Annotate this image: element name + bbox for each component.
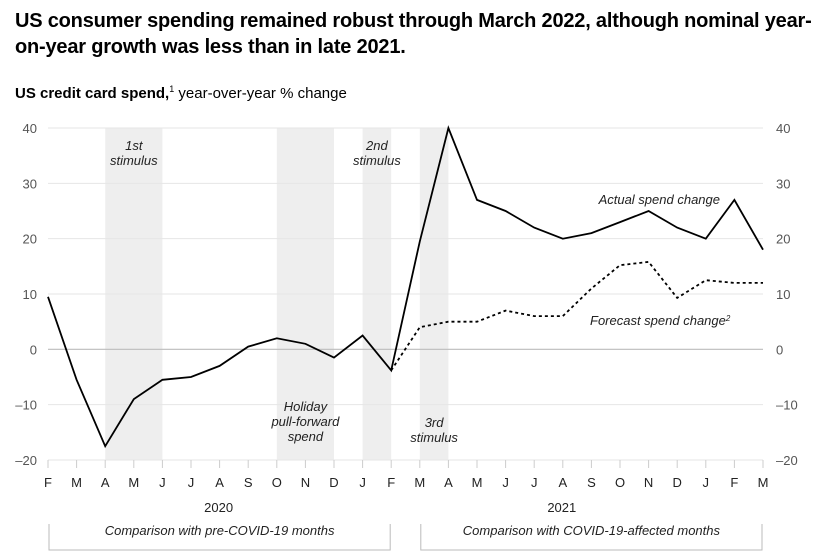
y-tick-label-left: 0	[30, 342, 37, 357]
x-tick-label: M	[128, 475, 139, 490]
forecast-footnote-marker: 2	[725, 314, 731, 323]
y-tick-label-right: 0	[776, 342, 783, 357]
gridlines	[48, 127, 763, 461]
period-annotation: stimulus	[110, 153, 158, 168]
chart-title: US consumer spending remained robust thr…	[15, 10, 812, 58]
period-brackets: Comparison with pre-COVID-19 months Compa…	[48, 523, 763, 551]
x-tick-label: M	[758, 475, 769, 490]
x-tick-label: J	[502, 475, 509, 490]
y-tick-label-left: 30	[23, 176, 37, 191]
period-annotation: Holiday	[284, 399, 329, 414]
y-tick-label-left: –20	[15, 453, 37, 468]
x-tick-label: A	[444, 475, 453, 490]
subtitle-bold: US credit card spend,	[15, 85, 170, 102]
y-tick-label-right: –20	[776, 453, 798, 468]
x-tick-label: A	[101, 475, 110, 490]
year-label: 2020	[204, 500, 233, 515]
period-annotation: 1st	[125, 138, 144, 153]
period-annotation: stimulus	[353, 153, 401, 168]
x-tick-label: A	[215, 475, 224, 490]
bracket-label: Comparison with pre-COVID-19 months	[105, 523, 335, 538]
bracket-line	[420, 524, 763, 551]
period-annotation: spend	[288, 429, 324, 444]
x-axis-ticks	[47, 460, 764, 468]
x-tick-label: D	[673, 475, 682, 490]
y-tick-label-left: 20	[23, 232, 37, 247]
year-label: 2021	[547, 500, 576, 515]
annotations: 1ststimulusHolidaypull-forwardspend2ndst…	[110, 138, 731, 445]
x-tick-label: A	[558, 475, 567, 490]
forecast-series-label: Forecast spend change2	[590, 313, 731, 328]
x-tick-label: J	[531, 475, 538, 490]
x-tick-label: J	[359, 475, 366, 490]
y-tick-label-right: 10	[776, 287, 790, 302]
period-annotation: pull-forward	[270, 414, 340, 429]
x-tick-label: J	[159, 475, 166, 490]
x-tick-label: S	[244, 475, 253, 490]
x-tick-label: M	[71, 475, 82, 490]
x-tick-label: J	[703, 475, 710, 490]
x-tick-label: M	[414, 475, 425, 490]
footnote-marker: 1	[169, 84, 175, 94]
y-tick-label-right: 30	[776, 176, 790, 191]
period-annotation: 3rd	[425, 415, 445, 430]
subtitle-rest: year-over-year % change	[174, 85, 347, 102]
y-tick-label-right: –10	[776, 398, 798, 413]
forecast-spend-line	[390, 260, 763, 371]
bracket-label: Comparison with COVID-19-affected months	[463, 523, 721, 538]
x-tick-label: M	[472, 475, 483, 490]
y-tick-label-left: 40	[23, 121, 37, 136]
y-axis-labels: 40 40 30 30 20 20 10 10 0 0 –10 –10 –20 –20	[15, 121, 797, 468]
x-tick-label: O	[615, 475, 625, 490]
y-tick-label-right: 40	[776, 121, 790, 136]
y-tick-label-left: 10	[23, 287, 37, 302]
chart-subtitle: US credit card spend,1 year-over-year % …	[15, 79, 347, 104]
actual-spend-line	[47, 125, 764, 449]
x-tick-label: F	[730, 475, 738, 490]
period-annotation: stimulus	[410, 430, 458, 445]
y-tick-label-right: 20	[776, 232, 790, 247]
y-tick-label-left: –10	[15, 398, 37, 413]
x-tick-label: D	[329, 475, 338, 490]
period-annotation: 2nd	[365, 138, 388, 153]
series-lines	[47, 125, 764, 449]
x-tick-label: J	[188, 475, 195, 490]
x-tick-label: F	[387, 475, 395, 490]
bracket-line	[48, 524, 391, 551]
x-tick-label: S	[587, 475, 596, 490]
x-tick-label: N	[644, 475, 653, 490]
actual-series-label: Actual spend change	[598, 192, 720, 207]
x-tick-label: O	[272, 475, 282, 490]
x-tick-label: N	[301, 475, 310, 490]
x-tick-label: F	[44, 475, 52, 490]
x-axis-labels: F M A M J J A S O N D J F M A M J J A S O N D J F M 2020 2021	[44, 475, 768, 515]
